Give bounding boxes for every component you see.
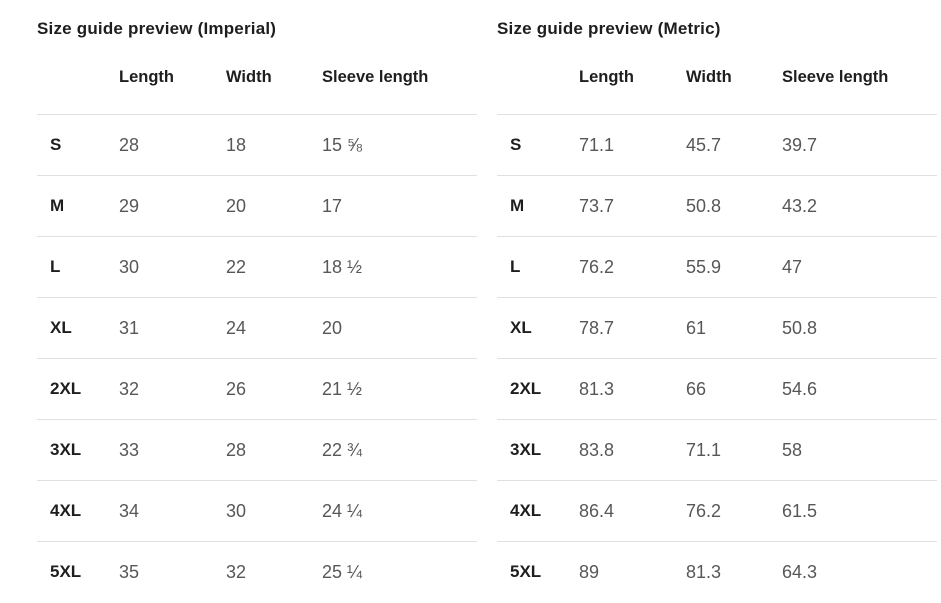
size-label-cell: 4XL xyxy=(497,480,566,542)
table-row: XL 78.7 61 50.8 xyxy=(497,297,937,359)
table-title-metric: Size guide preview (Metric) xyxy=(497,19,721,38)
sleeve-value-cell: 20 xyxy=(309,297,477,359)
table-row: 2XL 81.3 66 54.6 xyxy=(497,358,937,420)
sleeve-value-cell: 24 ¼ xyxy=(309,480,477,542)
size-label-cell: 5XL xyxy=(497,541,566,603)
length-value-cell: 76.2 xyxy=(566,236,673,298)
table-row: 5XL 89 81.3 64.3 xyxy=(497,541,937,603)
table-row: 3XL 33 28 22 ¾ xyxy=(37,419,477,481)
size-guide-table-imperial: Size guide preview (Imperial) Length Wid… xyxy=(37,16,477,603)
sleeve-value-cell: 39.7 xyxy=(769,114,937,176)
width-value-cell: 18 xyxy=(213,114,309,176)
sleeve-value-cell: 18 ½ xyxy=(309,236,477,298)
length-value-cell: 71.1 xyxy=(566,114,673,176)
length-value-cell: 29 xyxy=(106,175,213,237)
length-value-cell: 89 xyxy=(566,541,673,603)
imperial-table: Length Width Sleeve length S 28 18 15 ⅝ … xyxy=(37,41,477,603)
sleeve-value-cell: 64.3 xyxy=(769,541,937,603)
sleeve-value-cell: 43.2 xyxy=(769,175,937,237)
size-label-cell: 2XL xyxy=(497,358,566,420)
size-label-cell: XL xyxy=(497,297,566,359)
length-value-cell: 32 xyxy=(106,358,213,420)
width-value-cell: 45.7 xyxy=(673,114,769,176)
imperial-sleeve-column-header: Sleeve length xyxy=(322,68,429,86)
metric-width-column-header: Width xyxy=(686,68,732,86)
table-row: 2XL 32 26 21 ½ xyxy=(37,358,477,420)
sleeve-value-cell: 25 ¼ xyxy=(309,541,477,603)
table-row: L 76.2 55.9 47 xyxy=(497,236,937,298)
size-label-cell: 3XL xyxy=(497,419,566,481)
imperial-header-row: Length Width Sleeve length xyxy=(37,41,477,115)
imperial-width-column-header: Width xyxy=(226,68,272,86)
length-value-cell: 83.8 xyxy=(566,419,673,481)
table-row: L 30 22 18 ½ xyxy=(37,236,477,298)
sleeve-value-cell: 50.8 xyxy=(769,297,937,359)
size-label-cell: 3XL xyxy=(37,419,106,481)
imperial-length-column-header: Length xyxy=(119,68,174,86)
size-label-cell: 2XL xyxy=(37,358,106,420)
metric-size-column-header xyxy=(497,41,566,115)
size-label-cell: 5XL xyxy=(37,541,106,603)
length-value-cell: 81.3 xyxy=(566,358,673,420)
metric-header-row: Length Width Sleeve length xyxy=(497,41,937,115)
metric-length-column-header: Length xyxy=(579,68,634,86)
table-row: S 71.1 45.7 39.7 xyxy=(497,114,937,176)
length-value-cell: 34 xyxy=(106,480,213,542)
table-row: 4XL 86.4 76.2 61.5 xyxy=(497,480,937,542)
table-title-imperial: Size guide preview (Imperial) xyxy=(37,19,277,38)
table-row: S 28 18 15 ⅝ xyxy=(37,114,477,176)
width-value-cell: 24 xyxy=(213,297,309,359)
sleeve-value-cell: 22 ¾ xyxy=(309,419,477,481)
width-value-cell: 81.3 xyxy=(673,541,769,603)
sleeve-value-cell: 61.5 xyxy=(769,480,937,542)
size-label-cell: S xyxy=(37,114,106,176)
width-value-cell: 22 xyxy=(213,236,309,298)
size-label-cell: M xyxy=(497,175,566,237)
length-value-cell: 30 xyxy=(106,236,213,298)
length-value-cell: 86.4 xyxy=(566,480,673,542)
length-value-cell: 33 xyxy=(106,419,213,481)
table-row: 5XL 35 32 25 ¼ xyxy=(37,541,477,603)
size-label-cell: M xyxy=(37,175,106,237)
size-label-cell: L xyxy=(497,236,566,298)
table-row: 4XL 34 30 24 ¼ xyxy=(37,480,477,542)
length-value-cell: 35 xyxy=(106,541,213,603)
length-value-cell: 73.7 xyxy=(566,175,673,237)
table-row: M 73.7 50.8 43.2 xyxy=(497,175,937,237)
size-label-cell: L xyxy=(37,236,106,298)
sleeve-value-cell: 17 xyxy=(309,175,477,237)
width-value-cell: 32 xyxy=(213,541,309,603)
sleeve-value-cell: 54.6 xyxy=(769,358,937,420)
length-value-cell: 78.7 xyxy=(566,297,673,359)
sleeve-value-cell: 21 ½ xyxy=(309,358,477,420)
width-value-cell: 66 xyxy=(673,358,769,420)
width-value-cell: 26 xyxy=(213,358,309,420)
size-label-cell: XL xyxy=(37,297,106,359)
width-value-cell: 28 xyxy=(213,419,309,481)
size-guide-table-metric: Size guide preview (Metric) Length Width… xyxy=(497,16,937,603)
size-label-cell: S xyxy=(497,114,566,176)
width-value-cell: 61 xyxy=(673,297,769,359)
size-label-cell: 4XL xyxy=(37,480,106,542)
width-value-cell: 76.2 xyxy=(673,480,769,542)
width-value-cell: 30 xyxy=(213,480,309,542)
imperial-size-column-header xyxy=(37,41,106,115)
table-row: XL 31 24 20 xyxy=(37,297,477,359)
width-value-cell: 20 xyxy=(213,175,309,237)
length-value-cell: 31 xyxy=(106,297,213,359)
sleeve-value-cell: 58 xyxy=(769,419,937,481)
sleeve-value-cell: 47 xyxy=(769,236,937,298)
width-value-cell: 71.1 xyxy=(673,419,769,481)
width-value-cell: 50.8 xyxy=(673,175,769,237)
width-value-cell: 55.9 xyxy=(673,236,769,298)
table-row: 3XL 83.8 71.1 58 xyxy=(497,419,937,481)
length-value-cell: 28 xyxy=(106,114,213,176)
metric-sleeve-column-header: Sleeve length xyxy=(782,68,889,86)
sleeve-value-cell: 15 ⅝ xyxy=(309,114,477,176)
table-row: M 29 20 17 xyxy=(37,175,477,237)
metric-table: Length Width Sleeve length S 71.1 45.7 3… xyxy=(497,41,937,603)
